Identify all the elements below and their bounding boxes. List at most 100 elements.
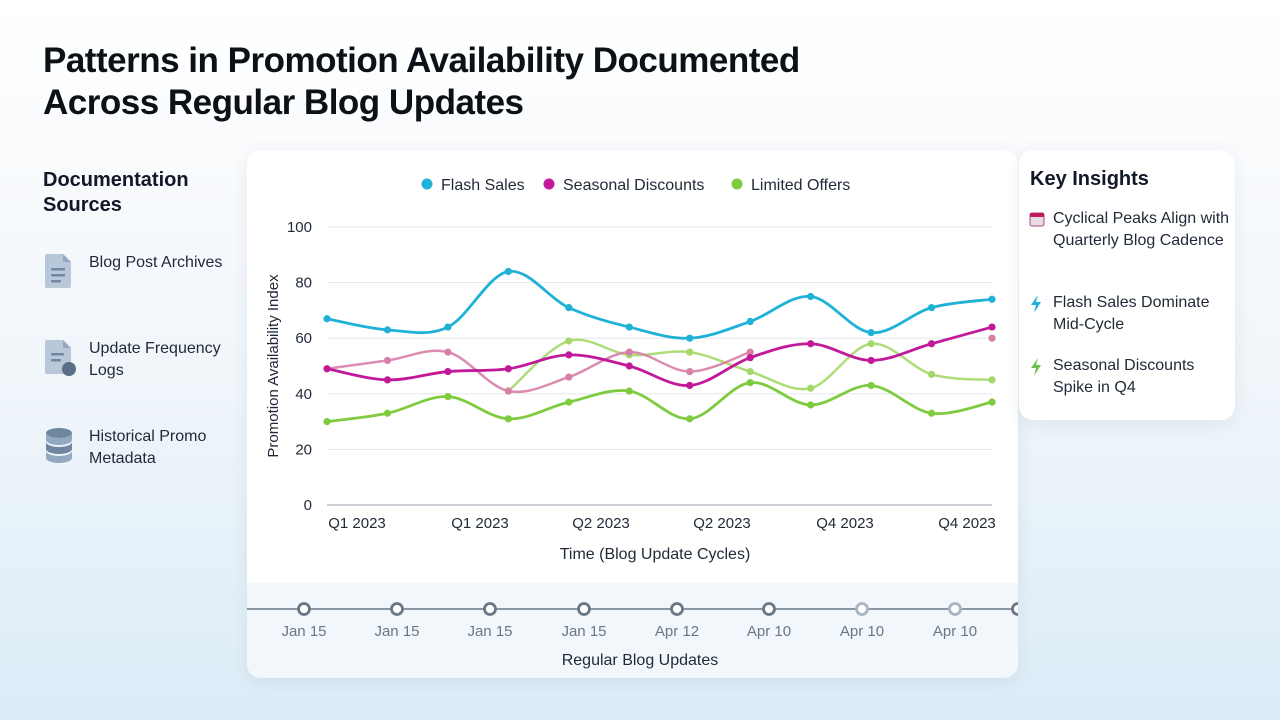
data-point-limited-offers-alt (565, 337, 573, 345)
data-point-seasonal-discounts (504, 365, 512, 373)
insight-item-flash-sales: Flash Sales Dominate Mid-Cycle (1029, 292, 1233, 336)
legend-marker (731, 178, 743, 190)
data-point-limited-offers-alt (686, 348, 694, 356)
sources-heading: Documentation Sources (43, 169, 189, 216)
x-tick-label: Q1 2023 (451, 515, 509, 532)
x-tick-label: Q2 2023 (693, 515, 751, 532)
data-point-flash-sales (383, 326, 392, 334)
series-line-flash-sales (325, 270, 994, 340)
data-point-seasonal-discounts-alt (988, 334, 996, 342)
data-point-limited-offers-alt (988, 376, 996, 384)
timeline-node (855, 602, 869, 616)
x-tick-label: Q1 2023 (328, 515, 386, 532)
page-title: Patterns in Promotion Availability Docum… (43, 41, 800, 122)
source-item-promo-metadata[interactable]: Historical Promo Metadata (43, 426, 229, 470)
timeline-node (948, 602, 962, 616)
y-tick-label: 0 (304, 497, 312, 514)
chart-card: 0 20 40 60 80 100 Q1 2023 Q1 2023 Q2 2023 Q2 2023… (247, 150, 1018, 678)
series-line-limited-offers (325, 381, 994, 423)
legend-label: Limited Offers (751, 177, 850, 194)
source-label: Historical Promo Metadata (89, 428, 207, 467)
source-item-blog-archives[interactable]: Blog Post Archives (43, 252, 229, 292)
y-tick-label: 20 (295, 441, 312, 458)
data-point-seasonal-discounts (383, 376, 392, 384)
data-point-seasonal-discounts-alt (444, 348, 452, 356)
data-point-seasonal-discounts-alt (686, 367, 694, 376)
data-point-limited-offers (807, 401, 815, 409)
timeline-title: Regular Blog Updates (562, 652, 719, 669)
lightning-icon (1029, 357, 1047, 377)
data-point-limited-offers (625, 387, 633, 395)
data-point-flash-sales (746, 317, 754, 326)
data-point-seasonal-discounts-alt (504, 387, 512, 395)
insight-item-cyclical-peaks: Cyclical Peaks Align with Quarterly Blog… (1029, 208, 1233, 252)
data-point-seasonal-discounts (988, 323, 996, 331)
timeline-date: Apr 10 (933, 623, 977, 640)
timeline-node (577, 602, 591, 616)
data-point-limited-offers (988, 398, 996, 406)
data-point-limited-offers (504, 415, 512, 423)
insight-label: Flash Sales Dominate Mid-Cycle (1053, 294, 1210, 333)
data-point-seasonal-discounts (565, 351, 573, 359)
y-axis-title: Promotion Availability Index (265, 274, 282, 458)
document-icon (43, 252, 77, 292)
data-point-flash-sales (867, 329, 875, 337)
x-tick-label: Q4 2023 (938, 515, 996, 532)
data-point-seasonal-discounts (686, 381, 694, 390)
documentation-sources-panel: Documentation Sources Blog Post Archives… (43, 168, 243, 467)
data-point-seasonal-discounts (746, 354, 754, 362)
timeline-node (1011, 602, 1018, 616)
data-point-flash-sales (927, 304, 936, 312)
x-tick-label: Q2 2023 (572, 515, 630, 532)
database-icon (43, 426, 77, 466)
data-point-limited-offers (746, 379, 754, 387)
data-point-seasonal-discounts-alt (625, 348, 633, 356)
timeline-node (483, 602, 497, 616)
data-point-limited-offers (323, 418, 331, 426)
legend-marker (421, 178, 433, 190)
calendar-icon (1029, 210, 1047, 230)
data-point-flash-sales (807, 292, 815, 301)
data-point-limited-offers (383, 409, 392, 417)
data-point-limited-offers (565, 398, 573, 406)
line-chart: 0 20 40 60 80 100 Q1 2023 Q1 2023 Q2 2023 Q2 2023… (247, 177, 1018, 669)
data-point-flash-sales (323, 315, 331, 323)
data-point-flash-sales (565, 304, 573, 312)
data-point-flash-sales (504, 267, 512, 276)
data-point-limited-offers (867, 381, 875, 390)
data-point-seasonal-discounts-alt (565, 373, 573, 381)
data-point-seasonal-discounts (625, 362, 633, 370)
data-point-limited-offers (686, 415, 694, 423)
log-file-icon (43, 338, 77, 378)
timeline-date: Apr 10 (840, 623, 884, 640)
legend-marker (543, 178, 555, 190)
timeline-date: Apr 12 (655, 623, 699, 640)
timeline-node (390, 602, 404, 616)
data-point-limited-offers (927, 409, 936, 417)
lightning-icon (1029, 294, 1047, 314)
timeline-node (297, 602, 311, 616)
key-insights-panel: Key Insights Cyclical Peaks Align with Q… (1019, 150, 1235, 420)
timeline-node (762, 602, 776, 616)
data-point-flash-sales (686, 334, 694, 342)
data-point-limited-offers-alt (867, 340, 875, 348)
y-tick-label: 40 (295, 386, 312, 403)
insights-heading: Key Insights (1030, 168, 1149, 190)
data-point-flash-sales (625, 323, 633, 331)
data-point-seasonal-discounts (867, 356, 875, 365)
y-tick-label: 80 (295, 275, 312, 292)
x-axis-title: Time (Blog Update Cycles) (560, 546, 751, 563)
data-point-seasonal-discounts (444, 367, 452, 376)
legend-label: Flash Sales (441, 177, 525, 194)
source-item-update-logs[interactable]: Update Frequency Logs (43, 338, 229, 382)
data-point-limited-offers-alt (927, 370, 936, 378)
data-point-limited-offers-alt (746, 367, 754, 376)
data-point-seasonal-discounts (807, 340, 815, 348)
data-point-seasonal-discounts-alt (383, 356, 392, 365)
timeline-date: Jan 15 (374, 623, 419, 640)
data-point-seasonal-discounts-alt (746, 348, 754, 356)
timeline-date: Jan 15 (561, 623, 606, 640)
timeline-date: Apr 10 (747, 623, 791, 640)
insight-label: Cyclical Peaks Align with Quarterly Blog… (1053, 210, 1230, 249)
data-point-seasonal-discounts (927, 340, 936, 348)
